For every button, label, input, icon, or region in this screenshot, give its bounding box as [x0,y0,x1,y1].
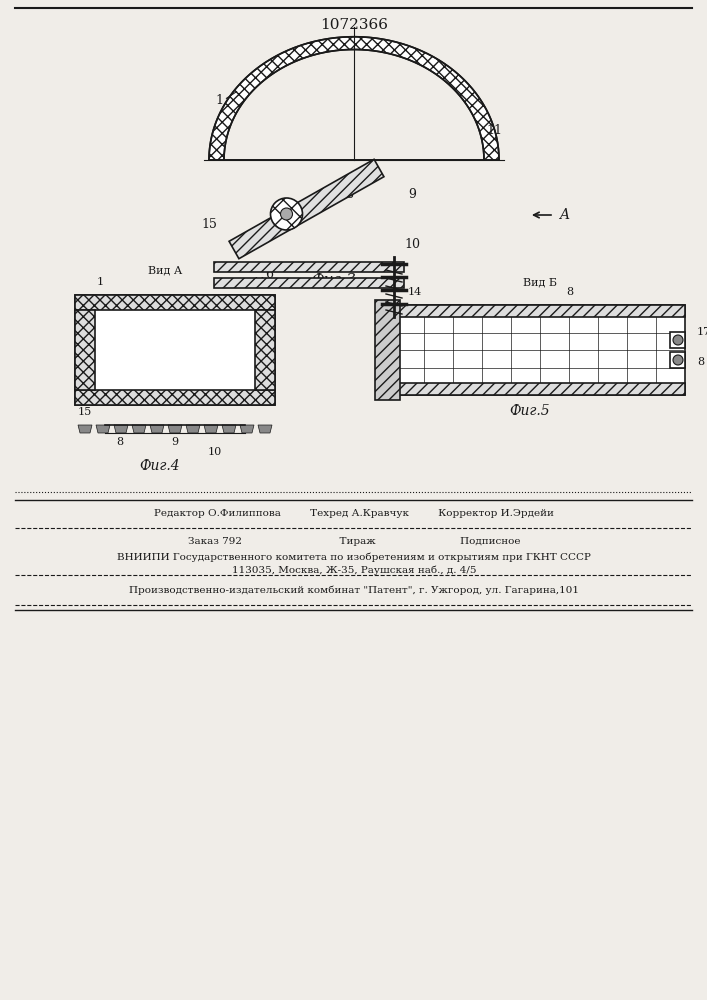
Text: 8: 8 [697,357,704,367]
Text: Фиг.5: Фиг.5 [510,404,550,418]
Text: 1: 1 [96,277,103,287]
Bar [214,262,404,272]
Text: Вид А: Вид А [148,265,182,275]
Bar [670,332,685,348]
Text: 1072366: 1072366 [320,18,388,32]
Polygon shape [186,425,200,433]
Text: 9: 9 [171,437,179,447]
Text: 11: 11 [253,277,267,287]
Text: 8: 8 [345,188,353,202]
Text: 8: 8 [566,287,573,297]
Text: 1: 1 [215,94,223,106]
Text: A: A [559,208,569,222]
Polygon shape [240,425,254,433]
Bar [214,278,404,288]
Text: 17: 17 [697,327,707,337]
Polygon shape [78,425,92,433]
Bar [395,305,685,317]
Polygon shape [96,425,110,433]
Text: Вид Б: Вид Б [523,277,557,287]
Text: 10: 10 [208,447,222,457]
Bar [75,310,95,390]
Text: 15: 15 [78,407,92,417]
Bar [75,390,275,405]
Text: 6: 6 [265,268,273,282]
Text: 11: 11 [486,123,502,136]
Polygon shape [168,425,182,433]
Polygon shape [209,37,499,160]
Text: ВНИИПИ Государственного комитета по изобретениям и открытиям при ГКНТ СССР: ВНИИПИ Государственного комитета по изоб… [117,552,591,562]
Bar [395,383,685,395]
Polygon shape [150,425,164,433]
Text: 113035, Москва, Ж-35, Раушская наб., д. 4/5: 113035, Москва, Ж-35, Раушская наб., д. … [232,565,477,575]
Text: Заказ 792                              Тираж                          Подписное: Заказ 792 Тираж Подписное [188,538,520,546]
Text: 8: 8 [117,437,124,447]
Text: 15: 15 [201,219,217,232]
Polygon shape [229,159,384,259]
Polygon shape [132,425,146,433]
Circle shape [271,198,303,230]
Circle shape [673,335,683,345]
Text: 9: 9 [408,188,416,202]
Text: 14: 14 [408,287,422,297]
Text: Производственно-издательский комбинат "Патент", г. Ужгород, ул. Гагарина,101: Производственно-издательский комбинат "П… [129,585,579,595]
Bar [75,295,275,310]
Text: Фиг.4: Фиг.4 [140,459,180,473]
Text: Фиг.3: Фиг.3 [312,273,356,287]
Bar [670,352,685,368]
Polygon shape [258,425,272,433]
Bar [255,310,275,390]
Polygon shape [114,425,128,433]
Polygon shape [222,425,236,433]
Bar [375,300,400,400]
Bar [75,295,275,405]
Circle shape [281,208,293,220]
Circle shape [673,355,683,365]
Text: 10: 10 [404,238,420,251]
Bar [395,305,685,395]
Polygon shape [204,425,218,433]
Text: Редактор О.Филиппова         Техред А.Кравчук         Корректор И.Эрдейи: Редактор О.Филиппова Техред А.Кравчук Ко… [154,510,554,518]
